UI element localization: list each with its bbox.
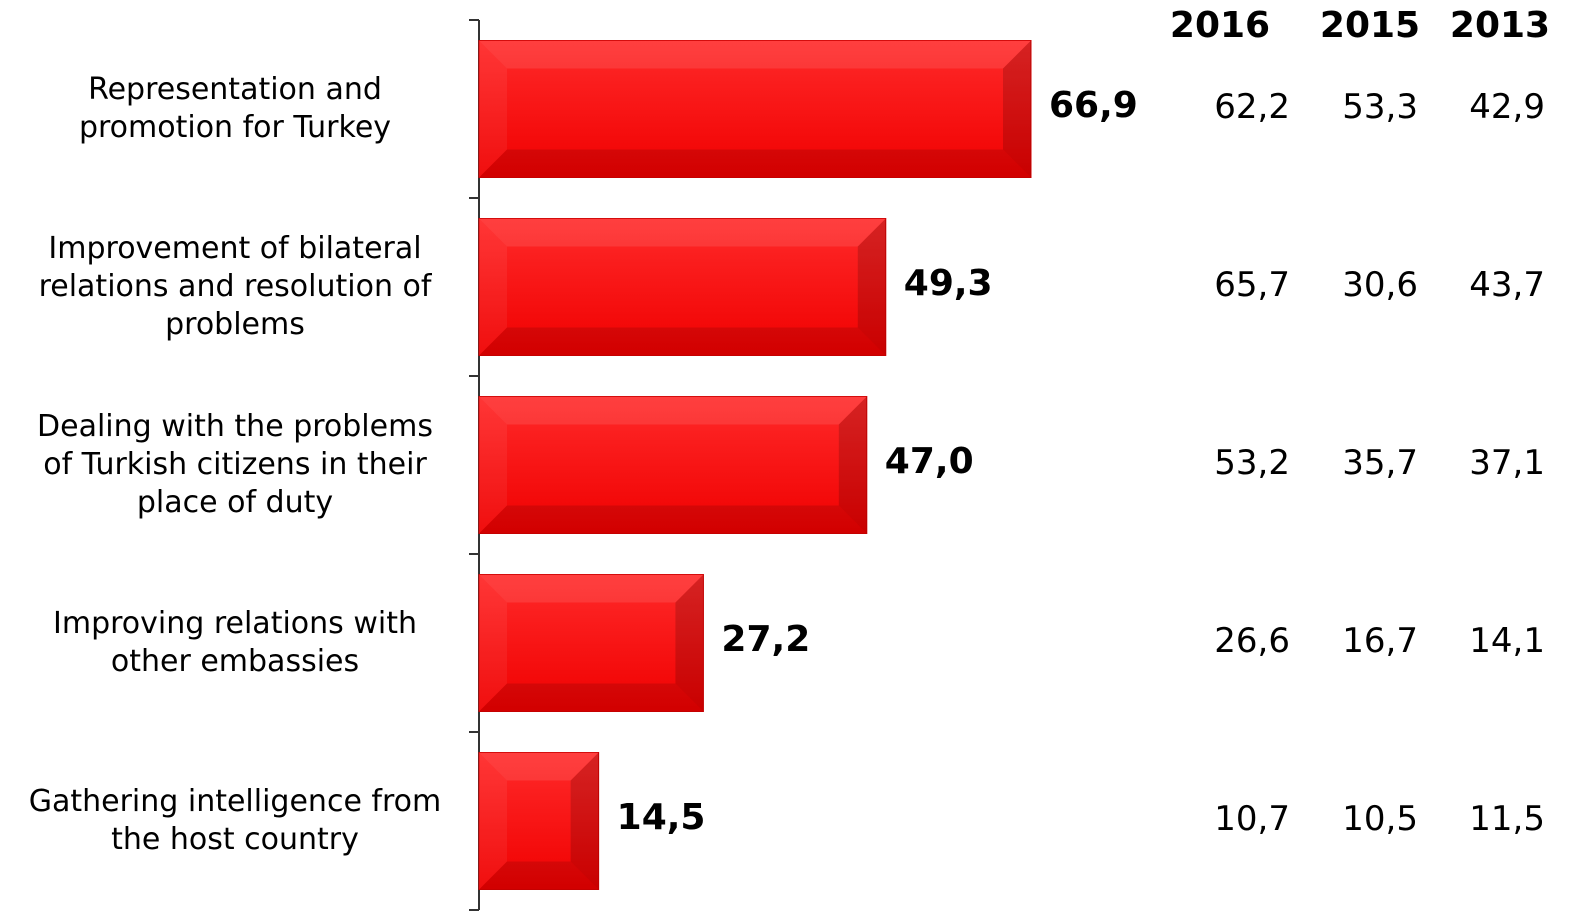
bar-bevel [1003, 40, 1031, 178]
bar-bevel [479, 149, 1031, 178]
bar-value-label: 66,9 [1049, 85, 1138, 126]
bar [478, 40, 1032, 178]
bar-bevel [479, 505, 867, 534]
bar-bevel [675, 574, 704, 712]
bar-rect [478, 752, 600, 890]
bar-bevel [570, 752, 599, 890]
bar-rect [478, 574, 704, 712]
bar-bevel [838, 396, 867, 534]
table-header-2015: 2015 [1319, 5, 1421, 46]
bar-bevel [479, 327, 886, 356]
table-cell-2013: 14,1 [1469, 621, 1545, 661]
bar [478, 396, 868, 534]
bar-bevel [479, 752, 507, 890]
table-cell-2016: 26,6 [1214, 621, 1290, 661]
table-cell-2015: 53,3 [1342, 87, 1418, 127]
bar-bevel [479, 396, 867, 425]
bar-bevel [479, 574, 704, 603]
bar-bevel [479, 396, 507, 534]
bar-bevel [479, 218, 886, 247]
bar-rect [478, 396, 868, 534]
bar [478, 752, 600, 890]
bar-value-label: 47,0 [884, 441, 974, 482]
bar-bevel [479, 861, 599, 890]
table-cell-2016: 10,7 [1214, 799, 1290, 839]
table-header-2013: 2013 [1449, 5, 1551, 46]
bar-bevel [479, 218, 507, 356]
table-cell-2016: 53,2 [1214, 443, 1290, 483]
table-cell-2015: 16,7 [1342, 621, 1418, 661]
category-label: Representation and promotion for Turkey [78, 72, 392, 145]
bar-bevel [857, 218, 886, 356]
table-cell-2013: 43,7 [1469, 265, 1545, 305]
table-cell-2016: 62,2 [1214, 87, 1290, 127]
table-header-2016: 2016 [1169, 5, 1271, 46]
bar [478, 574, 704, 712]
bar-bevel [479, 683, 704, 712]
bar [478, 218, 887, 356]
table-cell-2015: 10,5 [1342, 799, 1418, 839]
table-cell-2015: 30,6 [1342, 265, 1418, 305]
bar-bevel [479, 752, 599, 781]
bar-bevel [479, 574, 507, 712]
category-label: Dealing with the problems of Turkish cit… [37, 409, 433, 520]
bar-bevel [479, 40, 507, 178]
category-label: Gathering intelligence from the host cou… [28, 784, 442, 857]
table-cell-2013: 37,1 [1469, 443, 1545, 483]
bar-rect [478, 40, 1032, 178]
table-cell-2013: 42,9 [1469, 87, 1545, 127]
category-label: Improvement of bilateral relations and r… [38, 231, 432, 342]
bar-bevel [479, 40, 1031, 69]
bar-value-label: 49,3 [903, 263, 993, 304]
table-cell-2015: 35,7 [1342, 443, 1418, 483]
category-label: Improving relations with other embassies [53, 606, 417, 679]
bar-value-label: 14,5 [616, 797, 706, 838]
bar-value-label: 27,2 [721, 619, 811, 660]
table-cell-2016: 65,7 [1214, 265, 1290, 305]
bar-rect [478, 218, 887, 356]
table-cell-2013: 11,5 [1469, 799, 1545, 839]
